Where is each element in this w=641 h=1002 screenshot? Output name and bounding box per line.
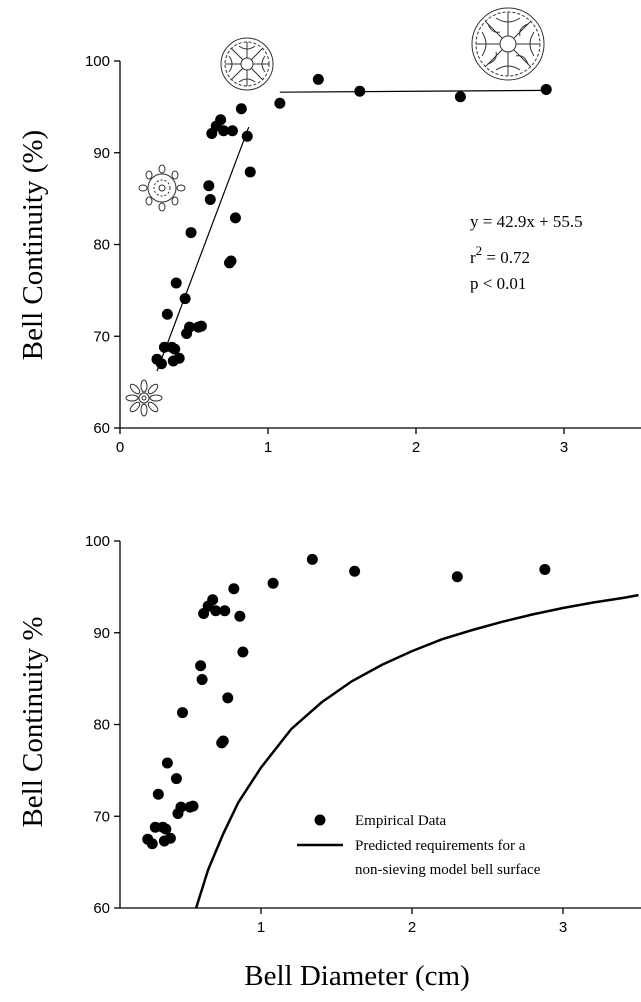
top-fit-lines xyxy=(156,89,547,372)
x-tick-label: 2 xyxy=(408,919,416,936)
jellyfish-icon-small xyxy=(125,379,163,417)
data-point xyxy=(204,194,216,206)
x-tick-label: 3 xyxy=(559,919,567,936)
y-tick-label: 90 xyxy=(93,625,110,642)
bottom-x-ticks: 1 2 3 xyxy=(257,908,567,936)
y-tick-label: 70 xyxy=(93,808,110,825)
data-point xyxy=(164,832,176,844)
x-tick-label: 3 xyxy=(560,439,568,456)
regression-equation: y = 42.9x + 55.5 xyxy=(470,212,583,231)
x-tick-label: 0 xyxy=(116,439,124,456)
data-point xyxy=(215,114,227,126)
data-point xyxy=(161,757,173,769)
data-point xyxy=(152,788,164,800)
y-tick-label: 80 xyxy=(93,237,110,254)
y-tick-label: 60 xyxy=(93,900,110,917)
data-point xyxy=(451,571,463,583)
top-x-ticks: 0 1 2 3 xyxy=(116,428,568,456)
data-point xyxy=(237,646,249,658)
bottom-y-ticks: 60 70 80 90 100 xyxy=(85,533,120,917)
data-point xyxy=(217,735,229,747)
top-y-axis-title: Bell Continuity (%) xyxy=(17,130,49,360)
data-point xyxy=(149,821,161,833)
top-y-ticks: 60 70 80 90 100 xyxy=(85,53,120,437)
data-point xyxy=(306,553,318,565)
data-point xyxy=(169,343,181,355)
data-point xyxy=(226,125,238,137)
data-point xyxy=(235,103,247,115)
data-point xyxy=(207,594,219,606)
bottom-chart: 60 70 80 90 100 1 2 3 Bell Continuity % Bell D… xyxy=(17,533,641,992)
bottom-x-axis-title: Bell Diameter (cm) xyxy=(244,960,469,992)
data-point xyxy=(195,320,207,332)
data-point xyxy=(170,277,182,289)
legend-label-predicted-line2: non-sieving model bell surface xyxy=(355,862,541,878)
data-point xyxy=(210,605,222,617)
data-point xyxy=(267,577,279,589)
data-point xyxy=(185,227,197,239)
legend-label-predicted-line1: Predicted requirements for a xyxy=(355,838,526,854)
data-point xyxy=(540,83,552,95)
fit-line xyxy=(279,89,547,93)
regression-p-value: p < 0.01 xyxy=(470,274,526,293)
regression-r2: r2 = 0.72 xyxy=(470,243,530,267)
data-point xyxy=(155,358,167,370)
data-point xyxy=(173,352,185,364)
jellyfish-icon-medium xyxy=(138,164,186,212)
jellyfish-icon-xlarge xyxy=(471,7,545,81)
y-tick-label: 60 xyxy=(93,420,110,437)
top-chart: 60 70 80 90 100 0 1 2 3 Bell Continuity (%) y =… xyxy=(17,7,641,456)
data-point xyxy=(244,166,256,178)
data-point xyxy=(160,823,172,835)
legend-label-empirical: Empirical Data xyxy=(355,813,447,829)
predicted-curve xyxy=(194,593,639,909)
x-tick-label: 1 xyxy=(257,919,265,936)
data-point xyxy=(222,692,234,704)
x-tick-label: 2 xyxy=(412,439,420,456)
x-tick-label: 1 xyxy=(264,439,272,456)
y-tick-label: 100 xyxy=(85,533,110,550)
y-tick-label: 80 xyxy=(93,717,110,734)
data-point xyxy=(241,130,253,142)
data-point xyxy=(146,838,158,850)
data-point xyxy=(218,125,230,137)
data-point xyxy=(229,212,241,224)
data-point xyxy=(225,255,237,267)
data-point xyxy=(274,97,286,109)
data-point xyxy=(161,308,173,320)
data-point xyxy=(539,563,551,575)
data-point xyxy=(312,73,324,85)
data-point xyxy=(187,800,199,812)
data-point xyxy=(234,610,246,622)
data-point xyxy=(219,605,231,617)
legend: Empirical Data Predicted requirements fo… xyxy=(297,813,541,878)
legend-marker-empirical xyxy=(314,814,326,826)
data-point xyxy=(176,707,188,719)
y-tick-label: 100 xyxy=(85,53,110,70)
data-point xyxy=(203,180,215,192)
data-point xyxy=(184,321,196,333)
jellyfish-icon-large xyxy=(220,37,274,91)
data-point xyxy=(349,565,361,577)
top-data-points xyxy=(151,73,552,370)
data-point xyxy=(175,801,187,813)
data-point xyxy=(354,85,366,97)
bottom-data-points xyxy=(142,553,551,850)
data-point xyxy=(195,660,207,672)
y-tick-label: 90 xyxy=(93,145,110,162)
data-point xyxy=(454,91,466,103)
y-tick-label: 70 xyxy=(93,328,110,345)
predicted-curve-line xyxy=(194,593,639,909)
bottom-y-axis-title: Bell Continuity % xyxy=(17,616,49,827)
data-point xyxy=(170,773,182,785)
data-point xyxy=(196,674,208,686)
data-point xyxy=(179,293,191,305)
data-point xyxy=(228,583,240,595)
fit-line xyxy=(156,126,250,372)
